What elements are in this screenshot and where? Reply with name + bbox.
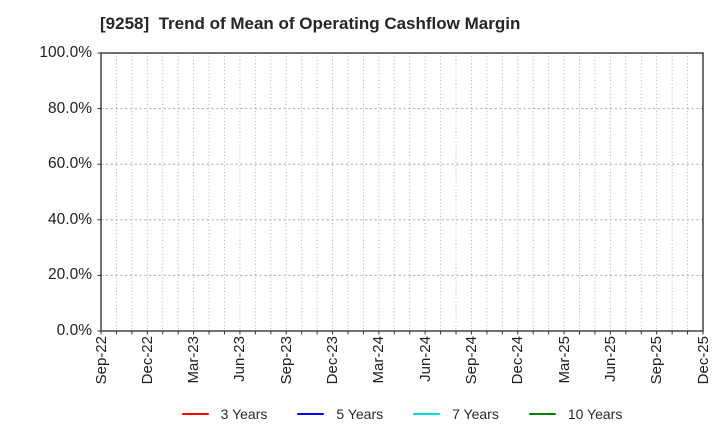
legend-label: 3 Years xyxy=(220,406,268,422)
x-tick-label: Dec-25 xyxy=(694,336,712,385)
x-tick-label: Jun-24 xyxy=(416,336,434,382)
x-tick-label: Sep-25 xyxy=(648,336,666,385)
x-tick-label: Sep-22 xyxy=(92,336,110,385)
legend-item-10-years: 10 Years xyxy=(528,406,623,422)
legend-line-swatch xyxy=(297,412,325,416)
legend: 3 Years 5 Years 7 Years 10 Years xyxy=(101,403,703,425)
x-tick-label: Sep-23 xyxy=(277,336,295,385)
x-tick-label: Dec-22 xyxy=(138,336,156,385)
plot-border xyxy=(100,52,704,332)
y-tick-label: 40.0% xyxy=(48,210,92,228)
y-axis-labels: 0.0% 20.0% 40.0% 60.0% 80.0% 100.0% xyxy=(0,0,92,440)
chart-title: [9258] Trend of Mean of Operating Cashfl… xyxy=(100,14,521,33)
x-tick-label: Mar-25 xyxy=(555,336,573,384)
legend-item-7-years: 7 Years xyxy=(413,406,499,422)
legend-label: 7 Years xyxy=(452,406,499,422)
legend-item-3-years: 3 Years xyxy=(181,406,268,422)
y-tick-label: 60.0% xyxy=(48,155,92,173)
x-tick-label: Jun-25 xyxy=(601,336,619,382)
legend-line-swatch xyxy=(181,412,209,416)
x-tick-label: Mar-23 xyxy=(185,336,203,384)
legend-item-5-years: 5 Years xyxy=(297,406,383,422)
legend-label: 10 Years xyxy=(567,406,623,422)
y-tick-label: 20.0% xyxy=(48,266,92,284)
x-tick-label: Dec-23 xyxy=(324,336,342,385)
x-tick-label: Mar-24 xyxy=(370,336,388,384)
legend-label: 5 Years xyxy=(336,406,384,422)
x-tick-label: Sep-24 xyxy=(462,336,480,385)
y-tick-label: 0.0% xyxy=(56,322,92,339)
x-tick-label: Dec-24 xyxy=(509,336,527,385)
legend-line-swatch xyxy=(528,412,556,416)
x-tick-label: Jun-23 xyxy=(231,336,249,382)
y-tick-label: 80.0% xyxy=(48,99,92,117)
legend-line-swatch xyxy=(413,412,441,416)
y-tick-label: 100.0% xyxy=(39,44,92,61)
